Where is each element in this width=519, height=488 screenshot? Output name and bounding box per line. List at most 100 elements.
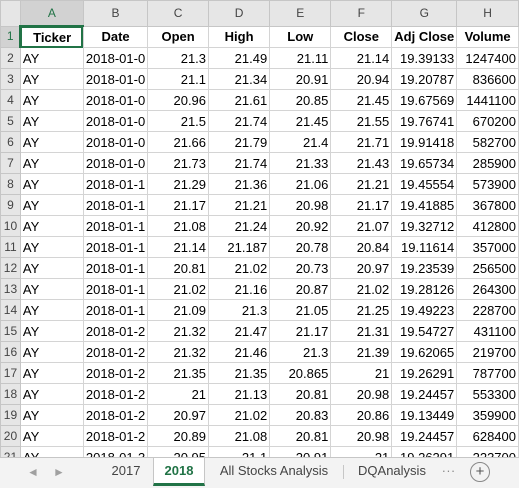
cell-date[interactable]: 2018-01-1	[82, 236, 149, 258]
cell-high[interactable]: 21.46	[208, 341, 271, 363]
cell-high[interactable]: 21.13	[208, 383, 271, 405]
cell-close[interactable]: 21.55	[330, 110, 393, 132]
next-sheet-icon[interactable]: ►	[53, 465, 65, 479]
cell-date[interactable]: 2018-01-2	[82, 425, 149, 447]
cell-date[interactable]: 2018-01-1	[82, 194, 149, 216]
add-sheet-icon[interactable]: +	[470, 462, 490, 482]
cell-ticker[interactable]: AY	[19, 299, 84, 321]
cell-ticker[interactable]: AY	[19, 152, 84, 174]
cell-volume-header[interactable]: Volume	[456, 25, 519, 48]
row-header[interactable]: 20	[0, 425, 21, 447]
row-header[interactable]: 17	[0, 362, 21, 384]
cell-close[interactable]: 21.21	[330, 173, 393, 195]
row-header[interactable]: 3	[0, 68, 21, 90]
cell-date[interactable]: 2018-01-3	[82, 446, 149, 457]
cell-close[interactable]: 21.02	[330, 278, 393, 300]
cell-close[interactable]: 20.98	[330, 425, 393, 447]
cell-open[interactable]: 21.3	[147, 47, 210, 69]
cell-low[interactable]: 21.11	[269, 47, 332, 69]
row-header[interactable]: 18	[0, 383, 21, 405]
cell-open[interactable]: 21.29	[147, 173, 210, 195]
cell-date[interactable]: 2018-01-2	[82, 383, 149, 405]
cell-adj-close[interactable]: 19.23539	[391, 257, 458, 279]
cell-adj-close[interactable]: 19.26291	[391, 362, 458, 384]
row-header[interactable]: 1	[0, 25, 22, 48]
cell-low[interactable]: 20.87	[269, 278, 332, 300]
cell-adj-close[interactable]: 19.24457	[391, 383, 458, 405]
cell-adj-close[interactable]: 19.62065	[391, 341, 458, 363]
row-header[interactable]: 19	[0, 404, 21, 426]
cell-adj-close[interactable]: 19.32712	[391, 215, 458, 237]
cell-low[interactable]: 21.05	[269, 299, 332, 321]
cell-volume[interactable]: 1247400	[456, 47, 519, 69]
cell-date[interactable]: 2018-01-1	[82, 278, 149, 300]
cell-ticker[interactable]: AY	[19, 89, 84, 111]
row-header[interactable]: 12	[0, 257, 21, 279]
cell-close[interactable]: 21.25	[330, 299, 393, 321]
cell-high[interactable]: 21.08	[208, 425, 271, 447]
cell-close[interactable]: 21	[330, 362, 393, 384]
spreadsheet-grid[interactable]: A B C D E F G H 1 Ticker Date Open High …	[0, 0, 519, 457]
cell-adj-close[interactable]: 19.20787	[391, 68, 458, 90]
cell-low[interactable]: 21.3	[269, 341, 332, 363]
cell-date[interactable]: 2018-01-0	[82, 89, 149, 111]
cell-volume[interactable]: 264300	[456, 278, 519, 300]
cell-close[interactable]: 20.86	[330, 404, 393, 426]
cell-close[interactable]: 20.98	[330, 383, 393, 405]
cell-high-header[interactable]: High	[208, 25, 271, 48]
cell-volume[interactable]: 412800	[456, 215, 519, 237]
cell-adj-close-header[interactable]: Adj Close	[391, 25, 458, 48]
cell-close[interactable]: 21.39	[330, 341, 393, 363]
sheet-tab-2018[interactable]: 2018	[153, 458, 205, 486]
cell-date[interactable]: 2018-01-2	[82, 362, 149, 384]
column-header-a[interactable]: A	[19, 0, 84, 27]
cell-close[interactable]: 21	[330, 446, 393, 457]
cell-ticker[interactable]: AY	[19, 362, 84, 384]
cell-ticker[interactable]: AY	[19, 110, 84, 132]
cell-volume[interactable]: 357000	[456, 236, 519, 258]
column-header-b[interactable]: B	[82, 0, 149, 27]
cell-ticker[interactable]: AY	[19, 404, 84, 426]
previous-sheet-icon[interactable]: ◄	[27, 465, 39, 479]
cell-low[interactable]: 20.92	[269, 215, 332, 237]
sheet-tab-2017[interactable]: 2017	[111, 463, 141, 478]
cell-volume[interactable]: 628400	[456, 425, 519, 447]
cell-low[interactable]: 21.4	[269, 131, 332, 153]
cell-open[interactable]: 21.5	[147, 110, 210, 132]
sheet-tab-dqanalysis[interactable]: DQAnalysis	[358, 463, 426, 478]
cell-close[interactable]: 21.17	[330, 194, 393, 216]
cell-volume[interactable]: 359900	[456, 404, 519, 426]
cell-ticker[interactable]: AY	[19, 173, 84, 195]
row-header[interactable]: 10	[0, 215, 21, 237]
cell-volume[interactable]: 553300	[456, 383, 519, 405]
cell-high[interactable]: 21.3	[208, 299, 271, 321]
cell-open[interactable]: 21.32	[147, 341, 210, 363]
cell-adj-close[interactable]: 19.65734	[391, 152, 458, 174]
cell-low[interactable]: 21.33	[269, 152, 332, 174]
cell-ticker[interactable]: AY	[19, 383, 84, 405]
cell-low-header[interactable]: Low	[269, 25, 332, 48]
cell-high[interactable]: 21.74	[208, 152, 271, 174]
column-header-g[interactable]: G	[391, 0, 458, 27]
row-header[interactable]: 14	[0, 299, 21, 321]
cell-ticker[interactable]: AY	[19, 257, 84, 279]
cell-ticker[interactable]: AY	[19, 47, 84, 69]
cell-ticker[interactable]: AY	[19, 446, 84, 457]
cell-close[interactable]: 21.31	[330, 320, 393, 342]
cell-ticker[interactable]: AY	[19, 131, 84, 153]
cell-date[interactable]: 2018-01-1	[82, 299, 149, 321]
cell-volume[interactable]: 367800	[456, 194, 519, 216]
cell-ticker[interactable]: AY	[19, 194, 84, 216]
row-header[interactable]: 2	[0, 47, 21, 69]
cell-volume[interactable]: 285900	[456, 152, 519, 174]
cell-low[interactable]: 20.91	[269, 446, 332, 457]
row-header[interactable]: 9	[0, 194, 21, 216]
cell-high[interactable]: 21.49	[208, 47, 271, 69]
cell-ticker[interactable]: AY	[19, 320, 84, 342]
cell-volume[interactable]: 670200	[456, 110, 519, 132]
cell-open[interactable]: 21.32	[147, 320, 210, 342]
cell-high[interactable]: 21.47	[208, 320, 271, 342]
cell-date[interactable]: 2018-01-1	[82, 257, 149, 279]
cell-adj-close[interactable]: 19.39133	[391, 47, 458, 69]
cell-high[interactable]: 21.1	[208, 446, 271, 457]
